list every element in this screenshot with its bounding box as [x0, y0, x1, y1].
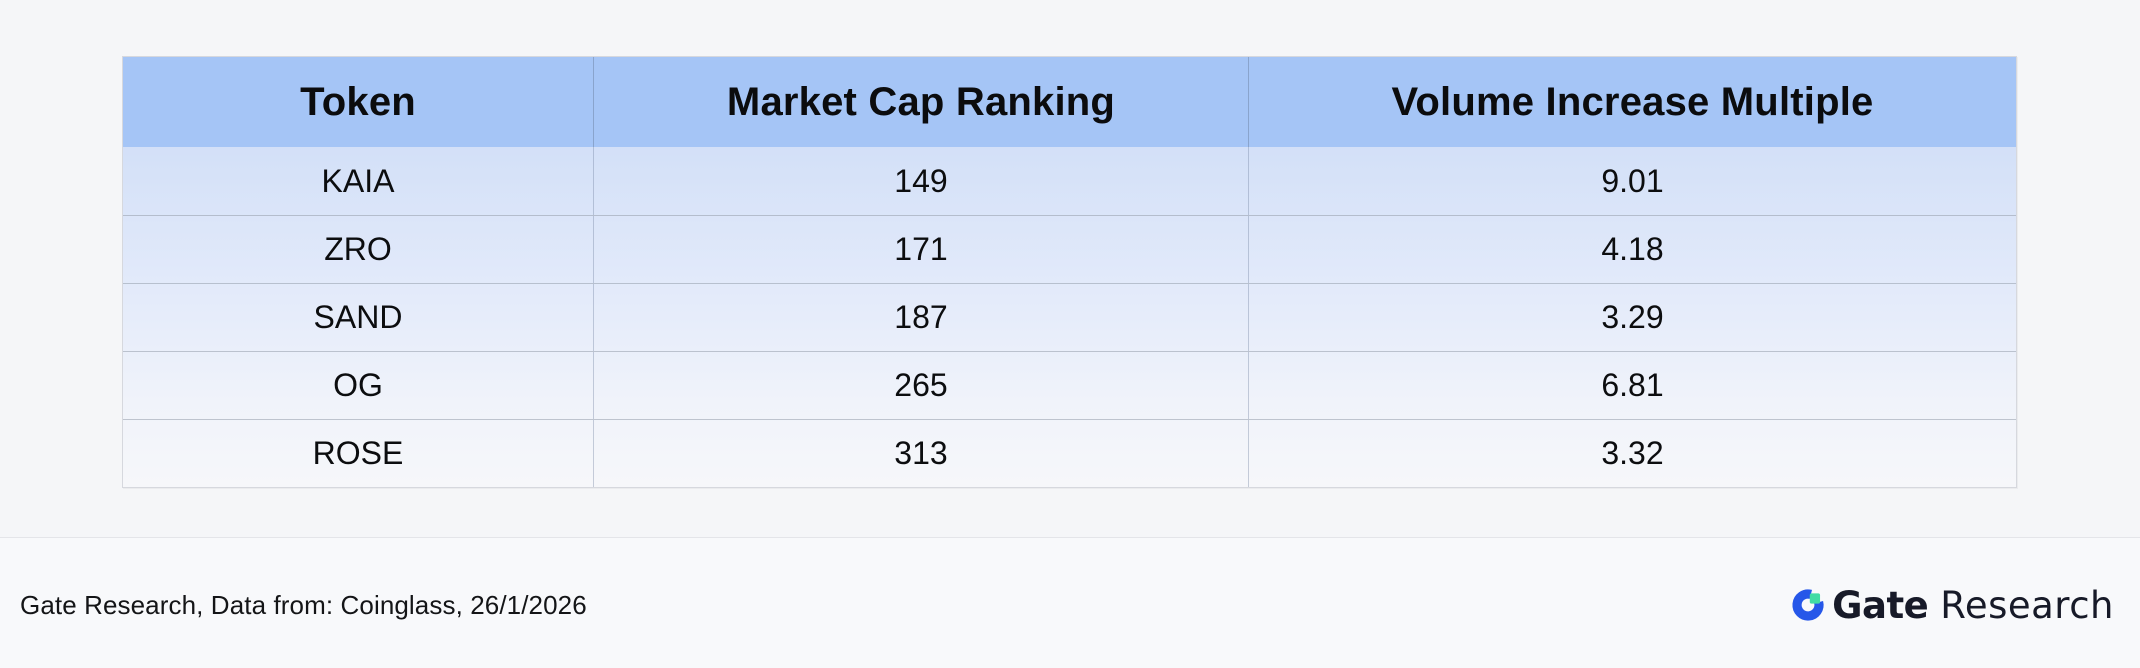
- table-body: KAIA 149 9.01 ZRO 171 4.18 SAND 187 3.29…: [123, 147, 2016, 487]
- cell-market-cap-ranking: 149: [593, 147, 1248, 215]
- table-row-zro: ZRO 171 4.18: [123, 215, 2016, 283]
- logo-gate-text: Gate: [1832, 583, 1929, 627]
- cell-token: ZRO: [324, 231, 392, 267]
- cell-volume-multiple: 9.01: [1248, 147, 2016, 215]
- cell-market-cap-ranking: 265: [593, 352, 1248, 419]
- gate-logo-icon: [1792, 589, 1824, 621]
- cell-token: SAND: [313, 299, 403, 335]
- table-row-sand: SAND 187 3.29: [123, 283, 2016, 351]
- logo-research-text: Research: [1940, 583, 2114, 627]
- header-volume-increase-multiple: Volume Increase Multiple: [1248, 57, 2016, 147]
- token-volume-table: Token Market Cap Ranking Volume Increase…: [122, 56, 2017, 488]
- cell-market-cap-ranking: 171: [593, 216, 1248, 283]
- cell-volume-multiple: 6.81: [1248, 352, 2016, 419]
- cell-volume-multiple: 3.29: [1248, 284, 2016, 351]
- source-attribution: Gate Research, Data from: Coinglass, 26/…: [20, 589, 587, 620]
- gate-research-logo: Gate Research: [1791, 587, 2114, 624]
- table-header-row: Token Market Cap Ranking Volume Increase…: [123, 57, 2016, 147]
- header-market-cap-ranking: Market Cap Ranking: [593, 57, 1248, 147]
- cell-token: ROSE: [312, 435, 404, 471]
- table-row-rose: ROSE 313 3.32: [123, 419, 2016, 487]
- table-row-og: OG 265 6.81: [123, 351, 2016, 419]
- cell-volume-multiple: 4.18: [1248, 216, 2016, 283]
- cell-volume-multiple: 3.32: [1248, 420, 2016, 487]
- cell-market-cap-ranking: 313: [593, 420, 1248, 487]
- cell-token: OG: [333, 367, 383, 403]
- table-row-kaia: KAIA 149 9.01: [123, 147, 2016, 215]
- cell-market-cap-ranking: 187: [593, 284, 1248, 351]
- cell-token: KAIA: [321, 162, 395, 199]
- footer-bar: Gate Research, Data from: Coinglass, 26/…: [0, 537, 2140, 668]
- header-token: Token: [300, 79, 416, 124]
